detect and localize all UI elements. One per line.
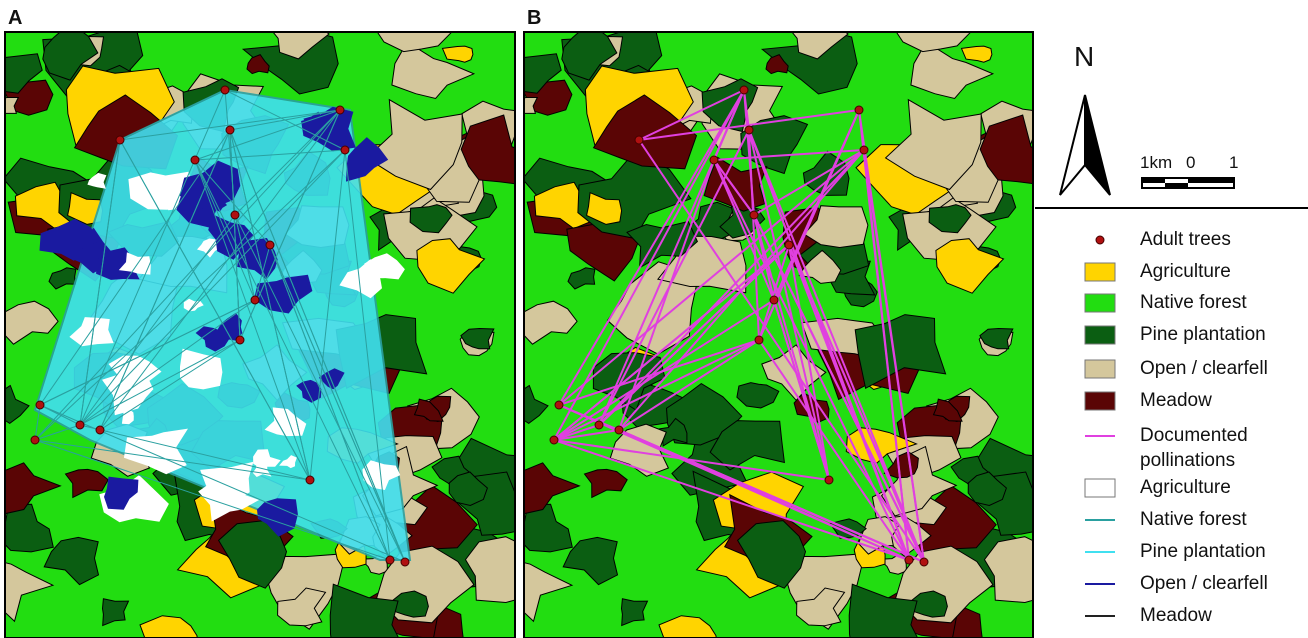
legend-label: Documented pollinations [1140, 423, 1290, 473]
figure [0, 0, 1308, 638]
legend-symbol [1085, 263, 1115, 281]
adult-tree [755, 336, 763, 344]
legend-label: Agriculture [1140, 259, 1290, 284]
scale-start: 0 [1186, 150, 1195, 175]
adult-tree [855, 106, 863, 114]
map-panel-a [0, 0, 555, 638]
legend-label: Agriculture [1140, 475, 1290, 500]
adult-tree [635, 136, 643, 144]
adult-tree [710, 156, 718, 164]
adult-tree [231, 211, 239, 219]
adult-tree [336, 106, 344, 114]
adult-tree [221, 86, 229, 94]
north-arrow [1060, 95, 1110, 195]
legend-symbol [1085, 326, 1115, 344]
legend-label: Open / clearfell [1140, 571, 1290, 596]
legend-symbol [1085, 294, 1115, 312]
scale-end: 1 [1229, 150, 1238, 175]
adult-tree [740, 86, 748, 94]
panel-label: A [8, 6, 158, 31]
adult-tree [76, 421, 84, 429]
adult-tree [266, 241, 274, 249]
scale-bar [1142, 178, 1234, 188]
scale-unit: 1km [1140, 150, 1172, 175]
adult-tree [785, 241, 793, 249]
adult-tree [825, 476, 833, 484]
legend-label: Pine plantation [1140, 539, 1290, 564]
adult-tree [226, 126, 234, 134]
legend-label: Adult trees [1140, 227, 1290, 252]
land-patch [985, 537, 1074, 603]
adult-tree [550, 436, 558, 444]
legend-label: Pine plantation [1140, 322, 1290, 347]
legend-symbol [1085, 392, 1115, 410]
legend-symbol [1096, 236, 1104, 244]
north-label: N [1074, 42, 1224, 72]
adult-tree [251, 296, 259, 304]
adult-tree [236, 336, 244, 344]
adult-tree [191, 156, 199, 164]
adult-tree [401, 558, 409, 566]
legend-label: Open / clearfell [1140, 356, 1290, 381]
legend-label: Meadow [1140, 603, 1290, 628]
panel-label: B [527, 6, 677, 31]
adult-tree [615, 426, 623, 434]
map-panel-b [481, 0, 1074, 638]
adult-tree [920, 558, 928, 566]
adult-tree [555, 401, 563, 409]
adult-tree [341, 146, 349, 154]
legend-symbol [1085, 360, 1115, 378]
adult-tree [745, 126, 753, 134]
adult-tree [31, 436, 39, 444]
adult-tree [36, 401, 44, 409]
page: {"panels": [{"label": "A"}, {"label": "B… [0, 0, 1308, 638]
adult-tree [770, 296, 778, 304]
adult-tree [386, 556, 394, 564]
adult-tree [306, 476, 314, 484]
adult-tree [116, 136, 124, 144]
adult-tree [750, 211, 758, 219]
legend-label: Native forest [1140, 290, 1290, 315]
legend-label: Meadow [1140, 388, 1290, 413]
legend-label: Native forest [1140, 507, 1290, 532]
adult-tree [595, 421, 603, 429]
adult-tree [905, 556, 913, 564]
adult-tree [96, 426, 104, 434]
adult-tree [860, 146, 868, 154]
legend-symbol [1085, 479, 1115, 497]
